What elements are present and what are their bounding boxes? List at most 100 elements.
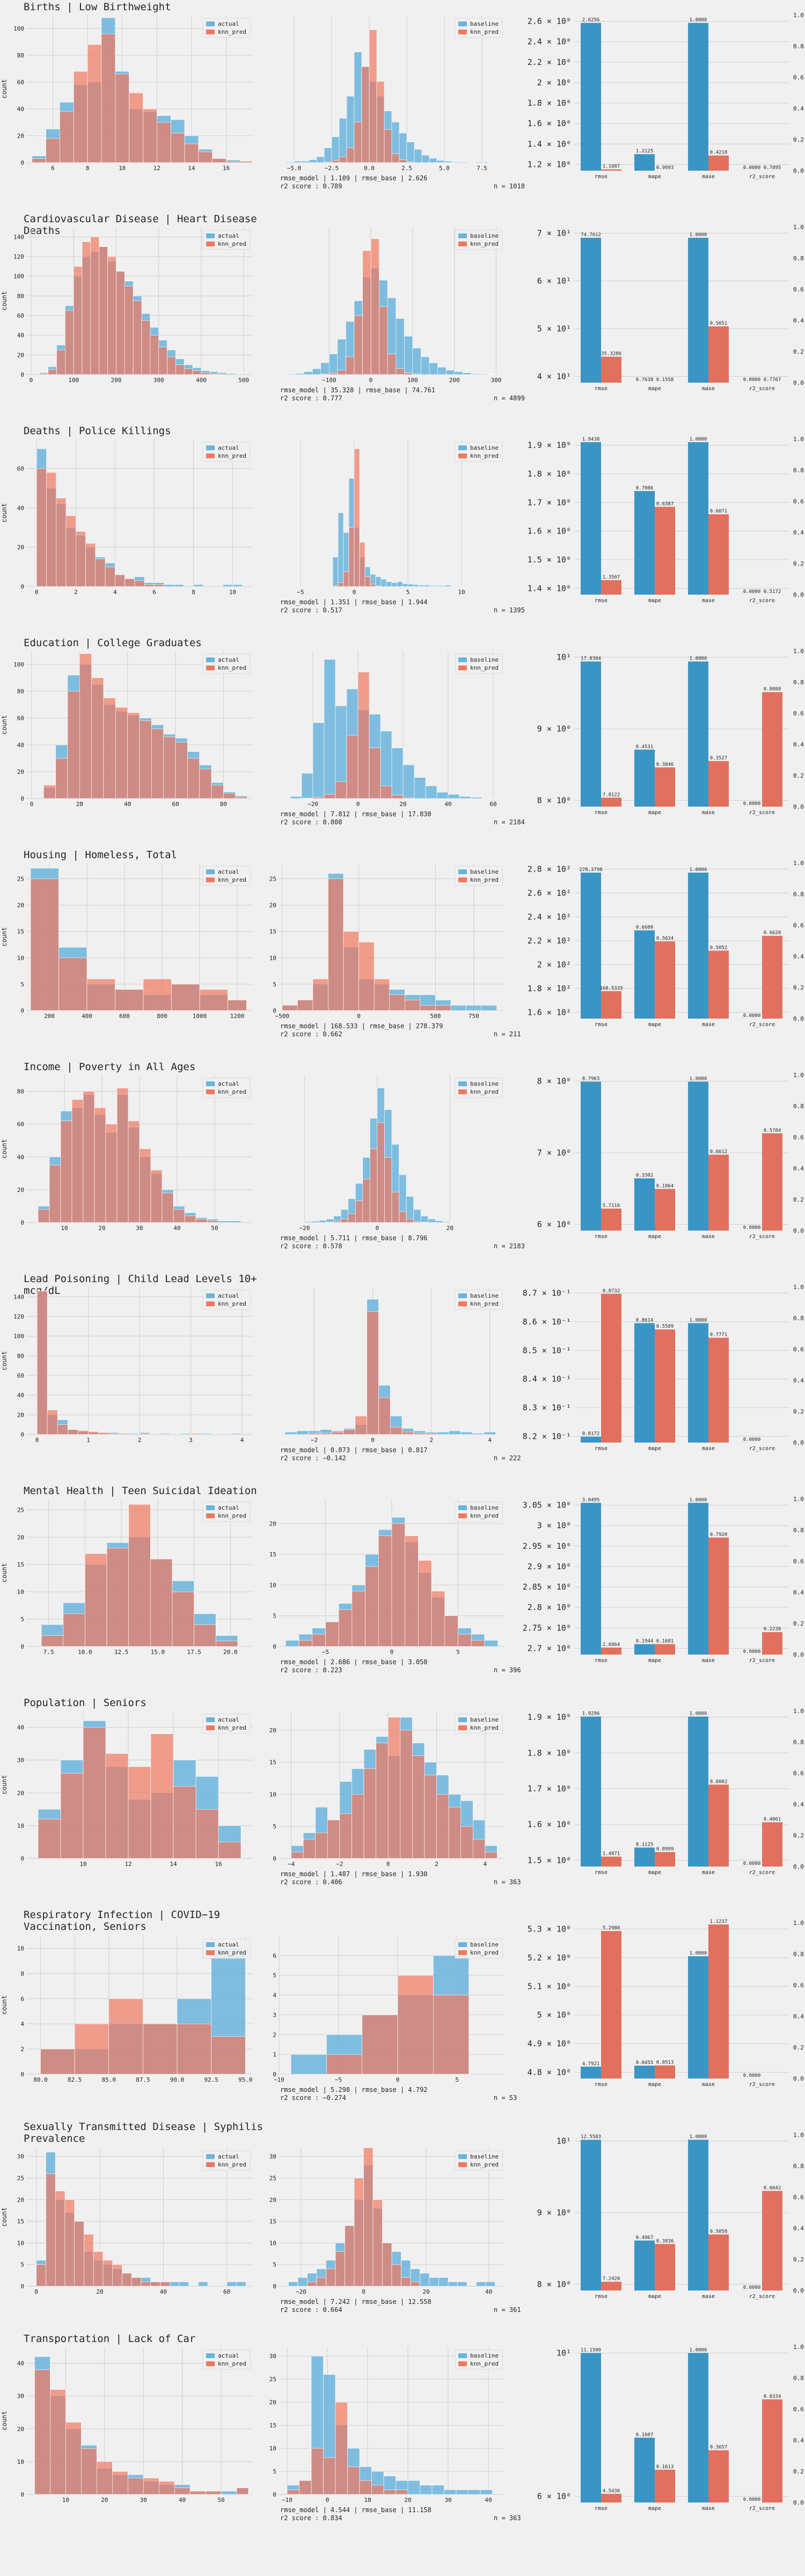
hist-bar-b	[354, 315, 363, 375]
x-category-label: rmse	[595, 2294, 608, 2300]
legend-label: knn_pred	[218, 1088, 246, 1095]
y-tick-label: 20	[269, 1520, 276, 1527]
metric-bar-model	[762, 1822, 782, 1867]
right-tick-label: 1.0	[793, 1920, 804, 1927]
bar-value-label: 0.7086	[636, 486, 654, 491]
hist-bar-a	[312, 722, 325, 799]
bar-value-label: 0.8172	[582, 1431, 600, 1437]
x-tick-label: 0	[30, 801, 34, 808]
right-tick-label: 0.0	[793, 591, 804, 598]
metric-bar-baseline	[688, 23, 708, 171]
bar-value-label: 7.8122	[603, 792, 620, 797]
hist-bar-b	[63, 1613, 85, 1647]
y-tick-label: 10	[17, 2458, 24, 2465]
y-tick-label: 60	[17, 312, 24, 319]
hist-bar-a	[198, 2281, 208, 2287]
hist-bar-b	[205, 2491, 222, 2495]
x-category-label: r2_score	[749, 598, 775, 604]
y-axis-label: count	[1, 1351, 8, 1370]
hist-bar-b	[177, 2023, 211, 2075]
y-tick-label: 1.8 × 10²	[528, 984, 571, 993]
hist-bar-b	[369, 748, 381, 799]
hist-bar-b	[192, 370, 202, 375]
legend-swatch	[458, 1293, 467, 1298]
y-tick-label: 5	[273, 2468, 276, 2475]
hist-bar-b	[201, 372, 210, 375]
hist-bar-b	[346, 356, 355, 375]
y-tick-label: 2.4 × 10⁰	[528, 37, 571, 47]
bar-value-label: 0.4531	[636, 744, 654, 750]
legend-label: actual	[218, 2352, 239, 2359]
hist-bar-a	[418, 584, 425, 587]
bar-value-label: 0.5651	[710, 321, 728, 326]
stats-line: r2 score : −0.142	[280, 1454, 346, 1462]
hist-bar-b	[171, 984, 200, 1011]
y-tick-label: 2.9 × 10⁰	[528, 1562, 571, 1571]
legend-label: knn_pred	[218, 28, 246, 35]
hist-bar-b	[312, 978, 328, 1011]
x-category-label: r2_score	[749, 1446, 775, 1452]
x-category-label: mase	[702, 2082, 715, 2088]
bar-value-label: 0.6612	[710, 1150, 728, 1155]
bar-value-label: 0.0000	[743, 165, 761, 171]
y-tick-label: 20	[269, 1727, 276, 1734]
hist-bar-b	[399, 1211, 407, 1223]
hist-bar-b	[150, 2281, 160, 2287]
legend-swatch	[458, 241, 467, 246]
x-tick-label: 200	[449, 377, 460, 384]
metrics-bar-chart: 8.2 × 10⁻¹ 8.3 × 10⁻¹ 8.4 × 10⁻¹ 8.5 × 10⁻¹…	[523, 1284, 804, 1452]
bar-value-label: 3.0495	[582, 1497, 600, 1503]
x-category-label: rmse	[595, 1658, 608, 1664]
hist-bar-b	[228, 1000, 247, 1011]
y-tick-label: 10¹	[557, 2348, 571, 2358]
legend-swatch	[206, 453, 215, 458]
bar-value-label: 0.0000	[743, 1861, 761, 1867]
bar-value-label: 0.3657	[710, 2445, 728, 2450]
hist-bar-b	[335, 2402, 348, 2495]
hist-bar-b	[74, 2023, 109, 2075]
right-tick-label: 1.0	[793, 648, 804, 655]
right-tick-label: 0.2	[793, 1620, 804, 1627]
right-tick-label: 0.4	[793, 2225, 804, 2232]
y-tick-label: 6	[273, 1952, 276, 1959]
hist-bar-b	[115, 74, 129, 163]
x-tick-label: −5	[322, 1649, 329, 1656]
metric-bar-baseline	[581, 661, 601, 807]
x-tick-label: 200	[111, 377, 121, 384]
hist-bar-b	[343, 572, 349, 587]
stats-line: rmse_model | 2.686 | rmse_base | 3.050	[280, 1658, 428, 1666]
legend-swatch	[458, 1513, 467, 1518]
y-tick-label: 2 × 10⁰	[537, 78, 571, 87]
hist-bar-b	[103, 2260, 113, 2287]
stats-line: rmse_model | 5.711 | rmse_base | 8.796	[280, 1234, 428, 1242]
x-category-label: mape	[648, 2506, 661, 2512]
hist-bar-a	[304, 371, 313, 375]
legend-label: knn_pred	[218, 664, 246, 671]
hist-bar-b	[162, 1192, 174, 1223]
hist-bar-a	[312, 368, 321, 375]
hist-bar-a	[448, 794, 460, 799]
legend-label: knn_pred	[218, 452, 246, 459]
hist-bar-b	[133, 301, 142, 375]
hist-bar-b	[323, 2457, 336, 2495]
hist-bar-b	[458, 1634, 472, 1647]
hist-bar-b	[150, 1558, 173, 1647]
y-tick-label: 2	[273, 2031, 276, 2038]
y-tick-label: 0	[20, 1431, 24, 1438]
x-category-label: r2_score	[749, 2294, 775, 2300]
hist-bar-a	[420, 1216, 429, 1223]
hist-bar-a	[399, 133, 407, 163]
hist-bar-b	[362, 250, 371, 375]
hist-bar-b	[65, 310, 74, 375]
y-tick-label: 40	[17, 1724, 24, 1731]
hist-bar-a	[406, 142, 415, 163]
x-tick-label: −4	[288, 1861, 295, 1868]
x-tick-label: 85.0	[101, 2076, 116, 2083]
legend-label: knn_pred	[218, 1949, 246, 1956]
x-tick-label: −100	[322, 377, 336, 384]
hist-bar-b	[347, 2467, 360, 2495]
